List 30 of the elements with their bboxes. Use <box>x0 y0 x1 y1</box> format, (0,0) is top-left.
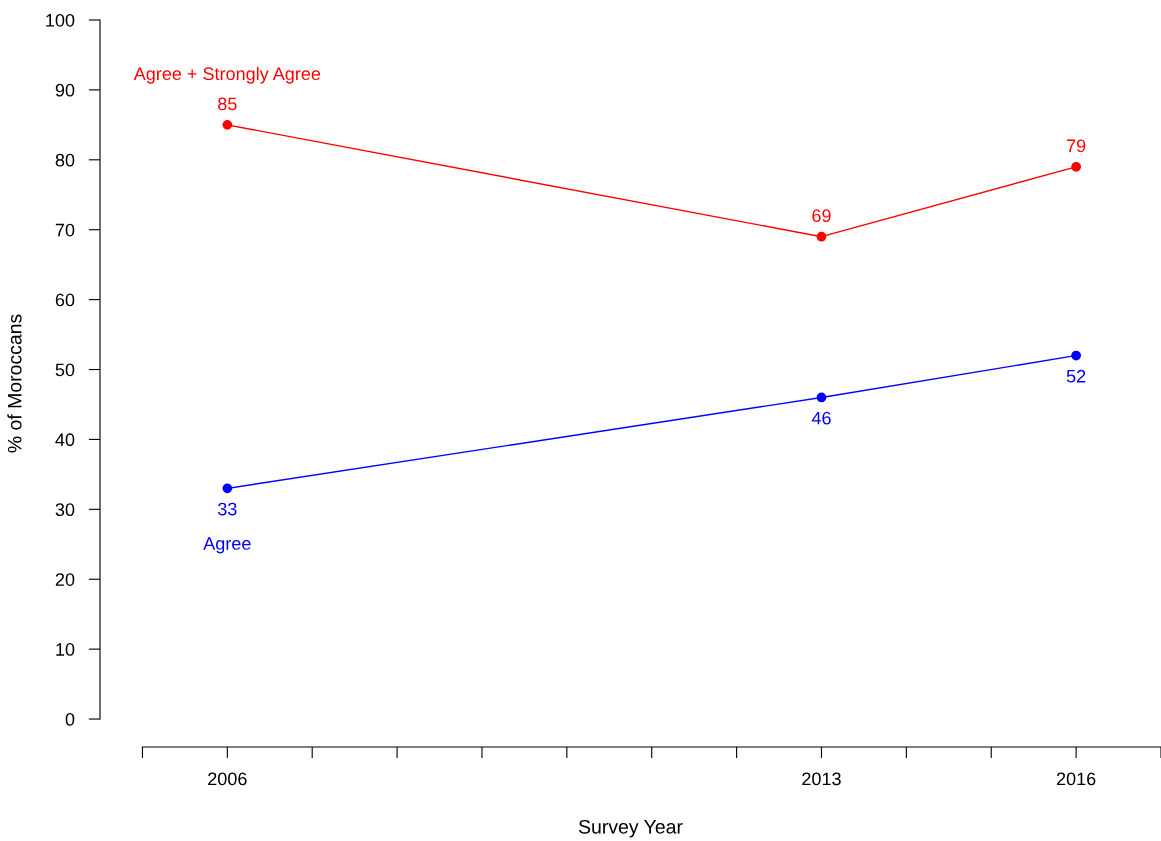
point <box>222 119 233 130</box>
data-label: 69 <box>812 209 831 223</box>
y-tick-label: 10 <box>56 643 75 656</box>
data-label: 46 <box>811 411 831 425</box>
point <box>816 231 827 242</box>
data-label: 52 <box>1066 369 1086 383</box>
data-label: 33 <box>217 502 237 516</box>
y-tick-label: 80 <box>55 153 75 167</box>
y-tick-label: 90 <box>55 83 75 97</box>
x-tick-label: 2016 <box>1056 772 1096 786</box>
y-tick-label: 100 <box>46 13 75 27</box>
point <box>1071 350 1081 361</box>
y-tick-label: 20 <box>55 573 75 586</box>
text: Agree <box>203 537 251 554</box>
point <box>816 392 827 403</box>
text: Agree + Strongly Agree <box>133 66 321 84</box>
data-label: 79 <box>1067 139 1086 153</box>
y-axis-title: % of Moroccans <box>7 314 22 453</box>
point <box>1071 161 1081 172</box>
y-tick-label: 0 <box>65 712 75 726</box>
x-tick-label: 2006 <box>208 772 247 786</box>
y-tick-label: 40 <box>55 433 75 447</box>
y-tick-label: 30 <box>55 503 75 517</box>
data-label: 85 <box>218 97 237 111</box>
y-tick-label: 50 <box>55 363 75 377</box>
y-tick-label: 60 <box>55 293 75 307</box>
x-tick-label: 2013 <box>802 772 841 786</box>
point <box>222 483 233 494</box>
x-axis-title: Survey Year <box>578 819 683 838</box>
y-tick-label: 70 <box>55 223 75 237</box>
